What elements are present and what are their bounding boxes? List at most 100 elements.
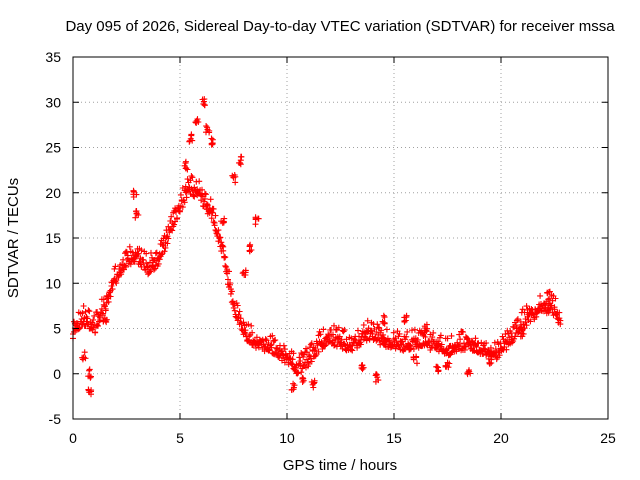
data-point [454,339,461,346]
x-tick-label: 5 [176,430,184,446]
data-point [429,334,436,341]
data-point [310,380,317,387]
data-point [288,386,295,393]
data-point [107,293,114,300]
data-point [208,215,215,222]
data-point [195,119,202,125]
data-point [464,371,471,378]
data-point [222,262,229,269]
y-axis-label: SDTVAR / TECUs [5,178,22,298]
data-point [357,341,364,348]
data-point [228,288,235,295]
data-point [290,380,297,387]
data-point [472,335,479,342]
data-point [496,352,503,359]
data-point [403,333,410,340]
data-point [242,267,249,274]
data-point [262,336,269,343]
data-point [246,242,253,249]
data-point [475,340,482,347]
data-point [378,327,385,334]
data-point [184,176,191,183]
data-point [90,316,97,323]
y-tick-label: 0 [53,366,61,382]
x-axis-label: GPS time / hours [283,457,397,474]
data-point [101,303,108,310]
data-point [460,329,466,335]
data-point [189,137,196,144]
data-point [126,243,133,250]
data-point [341,326,348,333]
data-point [355,327,361,334]
data-point [317,331,324,338]
data-point [84,315,91,322]
data-point [86,367,93,374]
data-point [103,316,110,323]
data-point [201,101,208,108]
data-point [199,96,206,103]
data-point [331,322,337,329]
data-point [209,209,216,216]
data-point [207,196,214,203]
data-point [151,265,158,272]
data-point [556,309,563,316]
data-point [232,179,239,186]
data-point [138,247,145,254]
data-point [108,283,115,289]
y-tick-label: 20 [45,185,61,201]
data-point [80,354,87,361]
data-point [194,186,201,193]
data-point [179,204,186,211]
data-point [186,138,193,145]
data-point [217,234,224,241]
data-point [289,356,296,363]
data-point [527,318,534,325]
data-point [396,330,403,337]
data-point [212,212,219,219]
data-point [85,387,92,394]
data-point [336,333,343,340]
data-point [381,314,388,321]
data-point [188,185,195,192]
data-point [523,322,530,329]
data-point [132,214,139,221]
data-point [435,340,442,347]
data-point [308,358,315,365]
data-point [214,231,221,238]
data-point [135,250,142,257]
data-point [552,295,559,302]
data-point [281,346,288,353]
data-point [220,218,227,225]
data-point [487,344,494,351]
data-point [298,350,305,356]
data-point [231,172,238,178]
data-point [127,261,134,268]
data-point [183,194,190,201]
data-point [105,298,112,305]
data-point [248,322,255,329]
data-point [204,202,211,209]
data-point [123,263,129,270]
data-point [312,346,319,352]
data-point [165,235,172,242]
data-point [223,263,230,270]
data-point [448,349,455,356]
data-point [422,325,429,332]
data-point [130,191,137,198]
data-point [123,249,130,256]
data-point [161,248,168,255]
data-point [218,239,225,246]
data-point [239,270,246,277]
data-point [411,326,418,333]
data-point [215,227,222,234]
data-point [153,249,160,256]
data-point [210,205,217,212]
data-point [315,348,322,355]
data-point [236,308,243,315]
data-point [401,318,408,325]
data-point [423,327,430,334]
data-point [435,367,442,374]
data-point [203,123,210,129]
data-point [444,359,451,366]
data-point [215,238,222,245]
